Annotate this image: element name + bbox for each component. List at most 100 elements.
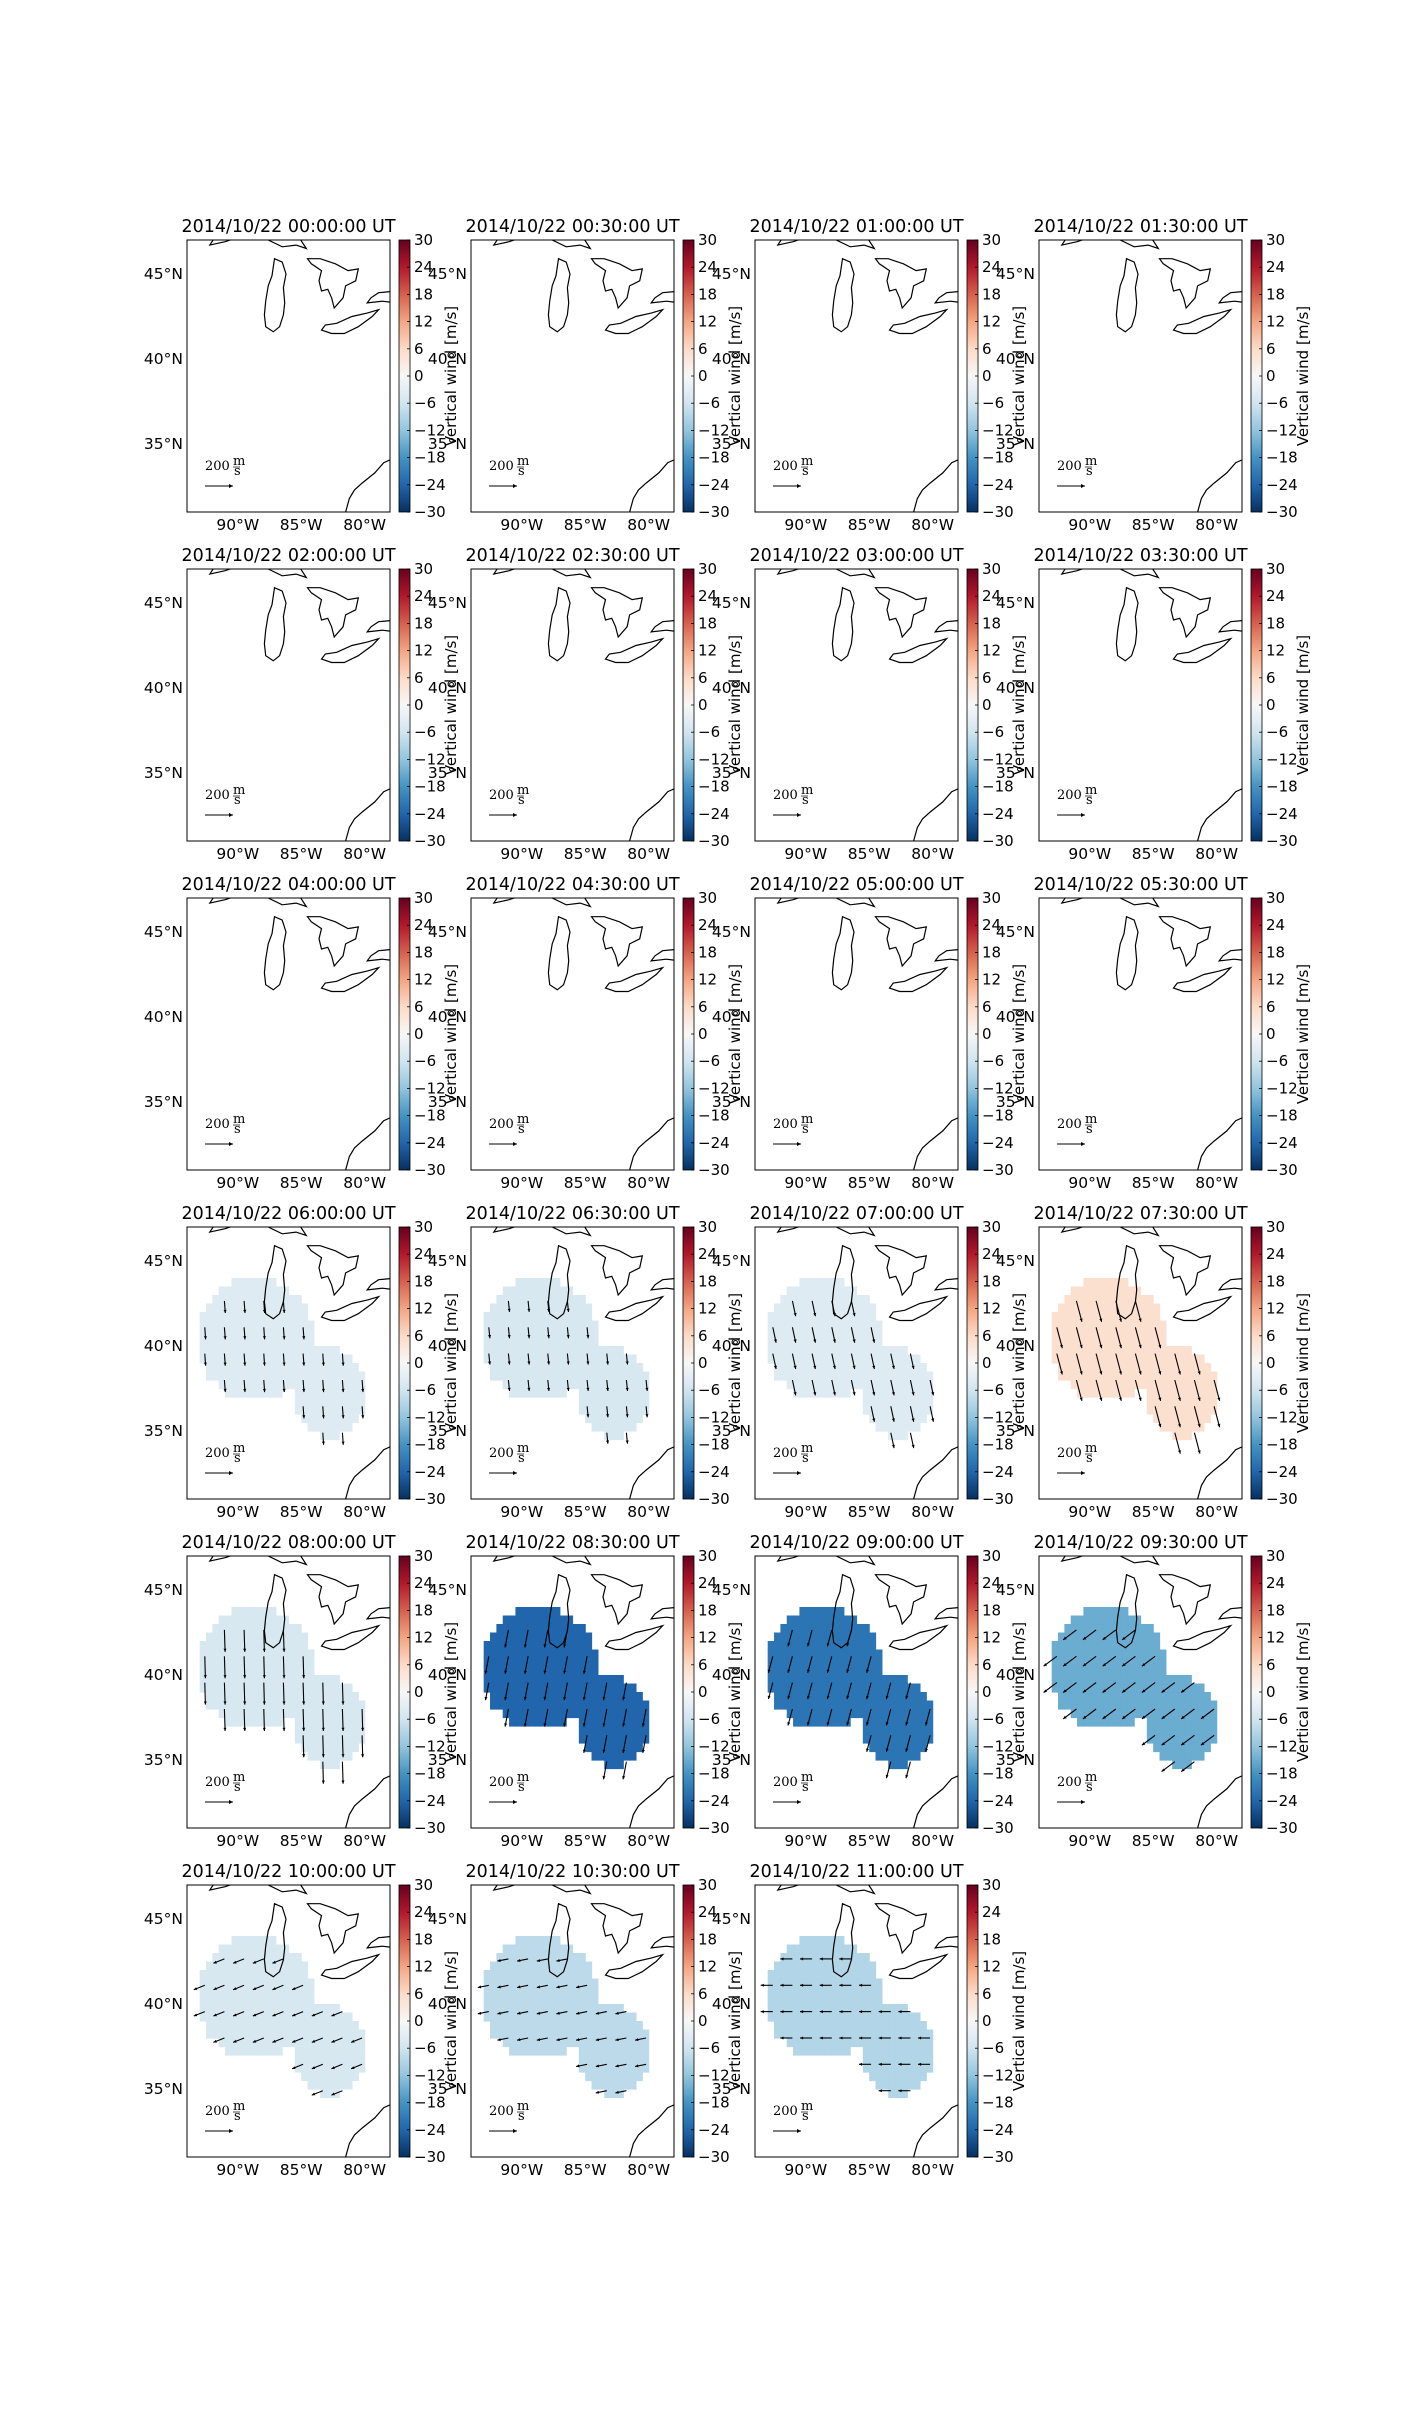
lake-ontario bbox=[649, 291, 674, 304]
wind-cell bbox=[490, 1632, 497, 1642]
lake-erie bbox=[604, 1953, 665, 1980]
wind-cell bbox=[282, 1354, 290, 1364]
wind-cell bbox=[774, 1354, 781, 1364]
wind-cell bbox=[1077, 1666, 1084, 1676]
wind-cell bbox=[313, 2012, 321, 2022]
wind-cell bbox=[786, 1320, 794, 1330]
atlantic-coastline bbox=[913, 1117, 958, 1170]
wind-cell bbox=[610, 1726, 618, 1736]
wind-cell bbox=[345, 2029, 353, 2039]
wind-cell bbox=[225, 1683, 232, 1693]
wind-cell bbox=[490, 1312, 497, 1322]
wind-cell bbox=[263, 1995, 271, 2005]
wind-cell bbox=[869, 1743, 877, 1753]
wind-cell bbox=[225, 2012, 232, 2022]
wind-cell bbox=[793, 1354, 800, 1364]
wind-cell bbox=[578, 1978, 586, 1988]
wind-cell bbox=[301, 1675, 309, 1685]
wind-cell bbox=[244, 1346, 252, 1356]
wind-cell bbox=[1121, 1607, 1129, 1617]
wind-cell bbox=[786, 1944, 794, 1954]
lake-ontario bbox=[365, 291, 390, 304]
wind-cell bbox=[547, 1346, 555, 1356]
wind-arrowhead bbox=[243, 1727, 247, 1731]
wind-cell bbox=[572, 1700, 580, 1710]
wind-cell bbox=[521, 1295, 529, 1305]
wind-cell bbox=[307, 1987, 315, 1997]
lake-ontario bbox=[649, 949, 674, 962]
wind-cell bbox=[206, 1666, 213, 1676]
wind-cell bbox=[553, 1337, 561, 1347]
wind-cell bbox=[231, 1953, 239, 1963]
wind-cell bbox=[850, 1346, 858, 1356]
wind-cell bbox=[843, 1312, 851, 1322]
wind-arrowhead bbox=[1178, 1371, 1181, 1375]
wind-cell bbox=[1134, 1692, 1142, 1702]
lon-tick-label: 80°W bbox=[1195, 1503, 1238, 1521]
colorbar-tick-label: 24 bbox=[982, 587, 1001, 605]
wind-cell bbox=[326, 2038, 334, 2048]
wind-cell bbox=[515, 1632, 523, 1642]
wind-cell bbox=[237, 1961, 245, 1971]
wind-cell bbox=[597, 1346, 605, 1356]
wind-cell bbox=[294, 1953, 302, 1963]
wind-cell bbox=[610, 2029, 618, 2039]
wind-cell bbox=[919, 1414, 927, 1424]
wind-arrowhead bbox=[262, 1675, 266, 1679]
wind-cell bbox=[559, 1709, 567, 1719]
wind-cell bbox=[831, 1286, 839, 1296]
wind-cell bbox=[294, 1295, 302, 1305]
lon-tick-label: 90°W bbox=[216, 2161, 259, 2179]
wind-cell bbox=[642, 2063, 650, 2073]
wind-cell bbox=[282, 1312, 290, 1322]
wind-cell bbox=[793, 1303, 800, 1313]
wind-cell bbox=[623, 2029, 631, 2039]
wind-cell bbox=[572, 1641, 580, 1651]
wind-cell bbox=[1102, 1380, 1110, 1390]
wind-cell bbox=[818, 2029, 826, 2039]
wind-cell bbox=[218, 1354, 226, 1364]
wind-arrow bbox=[1174, 1406, 1181, 1428]
wind-cell bbox=[566, 1692, 574, 1702]
wind-cell bbox=[875, 1380, 883, 1390]
wind-cell bbox=[509, 1717, 516, 1727]
wind-cell bbox=[812, 2012, 820, 2022]
wind-arrowhead bbox=[321, 1701, 325, 1705]
lat-tick-label: 45°N bbox=[996, 1581, 1035, 1599]
wind-cell bbox=[275, 1295, 283, 1305]
wind-cell bbox=[269, 1944, 277, 1954]
wind-arrowhead bbox=[282, 1388, 286, 1393]
lat-tick-label: 40°N bbox=[996, 1337, 1035, 1355]
wind-cell bbox=[616, 1422, 624, 1432]
wind-cell bbox=[307, 2055, 315, 2065]
wind-cell bbox=[515, 1363, 523, 1373]
wind-cell bbox=[585, 1337, 593, 1347]
wind-cell bbox=[1184, 1414, 1192, 1424]
wind-cell bbox=[231, 2046, 239, 2056]
wind-cell bbox=[307, 1995, 315, 2005]
wind-cell bbox=[339, 2063, 347, 2073]
wind-cell bbox=[824, 2046, 832, 2056]
wind-cell bbox=[831, 1303, 839, 1313]
wind-cell bbox=[502, 2029, 510, 2039]
wind-cell bbox=[1146, 1337, 1154, 1347]
wind-cell bbox=[345, 1380, 353, 1390]
wind-cell bbox=[231, 1303, 239, 1313]
wind-cell bbox=[534, 1320, 542, 1330]
wind-cell bbox=[559, 2012, 567, 2022]
colorbar-tick-label: 6 bbox=[414, 1985, 424, 2003]
wind-arrowhead bbox=[556, 1985, 560, 1989]
wind-arrowhead bbox=[223, 1648, 227, 1652]
wind-cell bbox=[635, 1397, 643, 1407]
wind-cell bbox=[1121, 1624, 1129, 1634]
wind-cell bbox=[1191, 1700, 1199, 1710]
colorbar-tick-label: 6 bbox=[414, 669, 424, 687]
lake-ontario bbox=[1217, 291, 1242, 304]
wind-cell bbox=[282, 1295, 290, 1305]
wind-cell bbox=[218, 1295, 226, 1305]
atlantic-coastline bbox=[913, 459, 958, 512]
wind-cell bbox=[225, 1961, 232, 1971]
colorbar-tick-label: 12 bbox=[1266, 642, 1285, 660]
wind-cell bbox=[786, 1961, 794, 1971]
wind-cell bbox=[502, 1970, 510, 1980]
